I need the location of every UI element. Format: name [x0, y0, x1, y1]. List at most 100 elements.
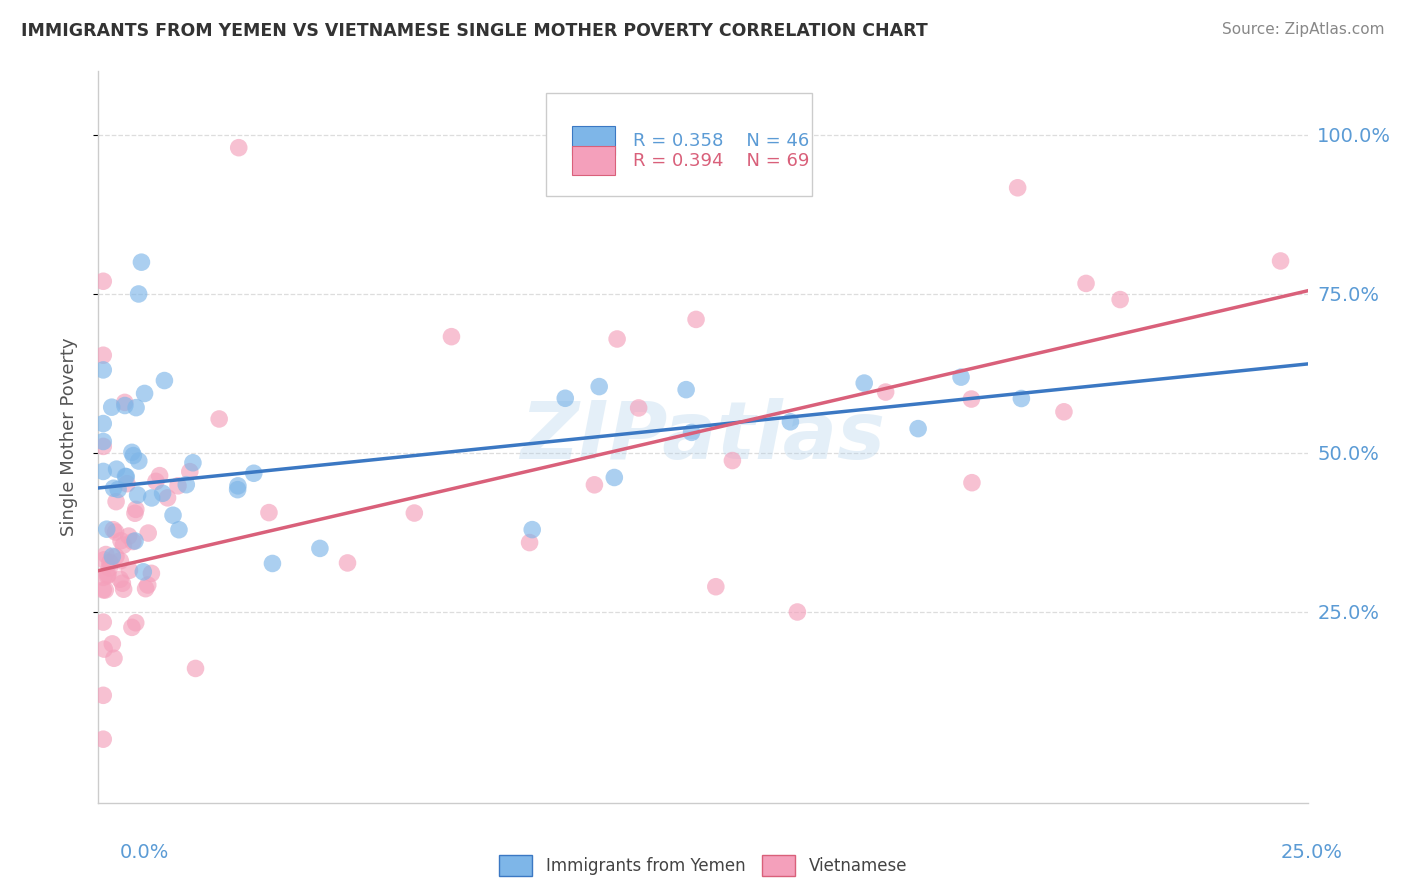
Point [156, 491, 179, 505]
Point [121, 445, 143, 459]
Point [131, 255, 153, 269]
Point [1053, 405, 1076, 419]
Point [115, 476, 138, 491]
Point [98, 561, 121, 575]
Point [226, 483, 249, 497]
Point [112, 538, 135, 552]
Point [101, 549, 124, 564]
Point [127, 488, 149, 502]
Point [114, 395, 136, 409]
Point [1010, 392, 1032, 406]
Text: R = 0.394    N = 69: R = 0.394 N = 69 [633, 152, 810, 169]
Point [110, 533, 132, 548]
Point [583, 478, 606, 492]
Point [94, 582, 117, 597]
Point [125, 502, 148, 516]
Point [91, 582, 114, 597]
Point [104, 549, 127, 564]
Point [262, 557, 284, 571]
Point [1074, 277, 1097, 291]
Point [118, 563, 141, 577]
Point [93, 642, 115, 657]
Text: R = 0.358    N = 46: R = 0.358 N = 46 [633, 132, 808, 150]
Point [91, 688, 114, 702]
Text: ZIPatlas: ZIPatlas [520, 398, 886, 476]
Point [105, 462, 128, 476]
Point [228, 141, 250, 155]
Point [179, 465, 201, 479]
Point [91, 615, 114, 629]
Point [174, 477, 197, 491]
Point [110, 554, 132, 568]
Point [100, 400, 122, 414]
Point [134, 386, 156, 401]
Point [128, 287, 150, 301]
Point [125, 615, 148, 630]
Point [1270, 254, 1292, 268]
Point [875, 385, 897, 400]
Point [226, 479, 249, 493]
Point [91, 417, 114, 431]
Point [115, 469, 138, 483]
Point [181, 456, 204, 470]
Point [167, 479, 190, 493]
Point [588, 379, 610, 393]
Point [152, 486, 174, 500]
Point [404, 506, 426, 520]
Point [184, 661, 207, 675]
Point [603, 470, 626, 484]
FancyBboxPatch shape [572, 146, 614, 175]
Point [91, 348, 114, 362]
Point [118, 529, 141, 543]
Point [121, 620, 143, 634]
Text: 0.0%: 0.0% [120, 843, 169, 862]
Point [108, 572, 131, 586]
Point [114, 469, 136, 483]
Point [96, 569, 118, 583]
Point [111, 576, 134, 591]
Point [97, 567, 120, 582]
Point [124, 506, 146, 520]
FancyBboxPatch shape [546, 94, 811, 195]
Legend: Immigrants from Yemen, Vietnamese: Immigrants from Yemen, Vietnamese [492, 848, 914, 882]
Point [960, 392, 983, 406]
Text: 25.0%: 25.0% [1281, 843, 1343, 862]
Point [1007, 181, 1029, 195]
Point [96, 522, 118, 536]
Point [681, 425, 703, 440]
Point [779, 415, 801, 429]
Point [103, 523, 125, 537]
Point [606, 332, 628, 346]
Point [136, 578, 159, 592]
Point [704, 580, 727, 594]
Point [440, 329, 463, 343]
Point [103, 651, 125, 665]
Point [91, 274, 114, 288]
Point [309, 541, 332, 556]
Point [242, 467, 264, 481]
Point [122, 449, 145, 463]
Point [162, 508, 184, 523]
Point [145, 475, 167, 489]
Text: IMMIGRANTS FROM YEMEN VS VIETNAMESE SINGLE MOTHER POVERTY CORRELATION CHART: IMMIGRANTS FROM YEMEN VS VIETNAMESE SING… [21, 22, 928, 40]
Point [114, 399, 136, 413]
Point [141, 491, 163, 505]
Point [122, 534, 145, 549]
Point [960, 475, 983, 490]
Text: Source: ZipAtlas.com: Source: ZipAtlas.com [1222, 22, 1385, 37]
Point [950, 370, 973, 384]
Point [853, 376, 876, 390]
Point [91, 434, 114, 449]
Point [167, 523, 190, 537]
Point [103, 481, 125, 495]
Point [107, 483, 129, 497]
Point [101, 637, 124, 651]
Point [91, 439, 114, 453]
Point [136, 526, 159, 541]
Point [124, 533, 146, 548]
Point [685, 312, 707, 326]
Point [336, 556, 359, 570]
Point [786, 605, 808, 619]
FancyBboxPatch shape [572, 127, 614, 155]
Point [519, 535, 541, 549]
